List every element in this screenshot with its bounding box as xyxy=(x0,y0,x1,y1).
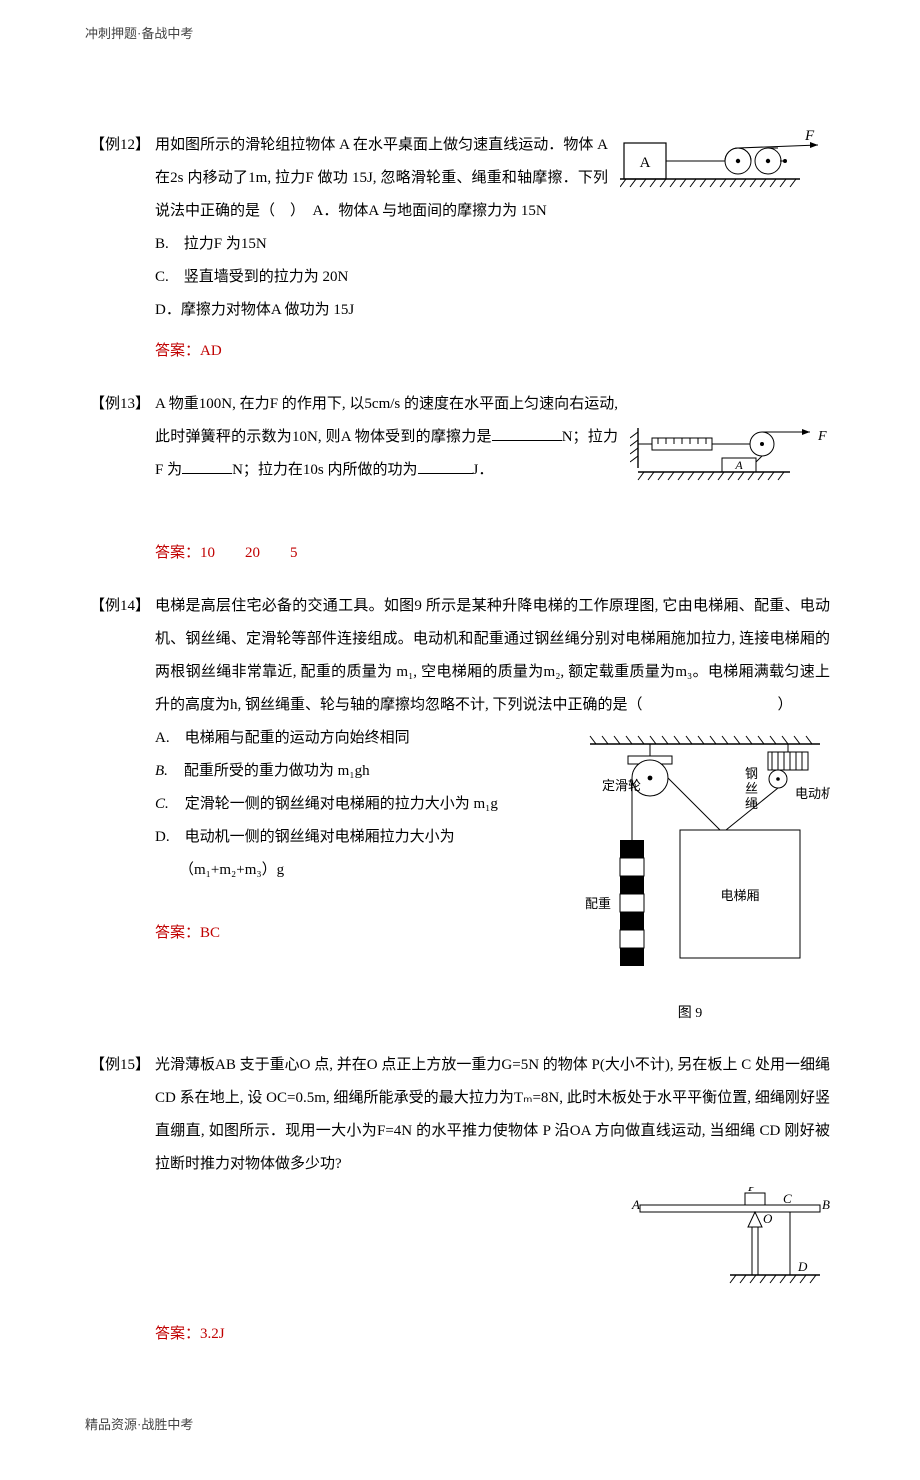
svg-text:配重: 配重 xyxy=(585,896,611,911)
svg-text:绳: 绳 xyxy=(745,796,758,811)
figure-ex15: P A C B O D xyxy=(630,1187,830,1310)
figure-ex14: 定滑轮 电动机 钢 丝 绳 xyxy=(550,722,830,1030)
ex14-answer: 答案：BC xyxy=(155,917,534,950)
svg-text:C: C xyxy=(783,1191,792,1206)
example-12: A F xyxy=(90,129,830,368)
counterweight-icon xyxy=(620,840,644,966)
example-14-label: 【例14】 xyxy=(90,590,155,623)
figure-ex14-caption: 图 9 xyxy=(550,999,830,1030)
ex12-option-b: B. 拉力F 为15N xyxy=(155,228,830,261)
example-12-stem: 用如图所示的滑轮组拉物体 A 在水平桌面上做匀速直线运动．物体 A 在2s 内移… xyxy=(155,129,608,228)
example-13-stem: A 物重100N, 在力F 的作用下, 以5cm/s 的速度在水平面上匀速向右运… xyxy=(155,388,618,487)
ex12-option-c: C. 竖直墙受到的拉力为 20N xyxy=(155,261,830,294)
svg-text:定滑轮: 定滑轮 xyxy=(602,778,641,793)
ex15-answer: 答案：3.2J xyxy=(155,1318,830,1351)
ex13-answer: 答案：10 20 5 xyxy=(155,537,830,570)
svg-text:D: D xyxy=(797,1259,808,1274)
svg-text:P: P xyxy=(747,1187,756,1194)
blank-1 xyxy=(492,424,562,441)
svg-text:A: A xyxy=(631,1197,640,1212)
svg-text:丝: 丝 xyxy=(745,781,758,796)
ex12-option-d: D．摩擦力对物体A 做功为 15J xyxy=(155,294,830,327)
svg-text:B: B xyxy=(822,1197,830,1212)
figure-ex13: A F xyxy=(630,428,830,501)
ex14-option-d: D. 电动机一侧的钢丝绳对电梯厢拉力大小为 xyxy=(155,821,534,854)
block-a-label: A xyxy=(640,155,651,171)
example-15: 【例15】 光滑薄板AB 支于重心O 点, 并在O 点正上方放一重力G=5N 的… xyxy=(90,1049,830,1351)
example-15-stem: 光滑薄板AB 支于重心O 点, 并在O 点正上方放一重力G=5N 的物体 P(大… xyxy=(155,1049,830,1181)
ex12-answer: 答案：AD xyxy=(155,335,830,368)
svg-text:A: A xyxy=(734,458,743,472)
page-header: 冲刺押题·备战中考 xyxy=(85,20,830,49)
svg-text:电动机: 电动机 xyxy=(795,786,830,801)
svg-text:F: F xyxy=(817,429,827,444)
figure-ex12: A F xyxy=(620,129,830,212)
ex14-option-c: C.定滑轮一侧的钢丝绳对电梯厢的拉力大小为 m₁g xyxy=(155,788,534,821)
example-14-stem: 电梯是高层住宅必备的交通工具。如图9 所示是某种升降电梯的工作原理图, 它由电梯… xyxy=(155,590,830,722)
svg-text:O: O xyxy=(763,1211,773,1226)
blank-3 xyxy=(418,457,473,474)
example-14: 【例14】 电梯是高层住宅必备的交通工具。如图9 所示是某种升降电梯的工作原理图… xyxy=(90,590,830,1030)
page-footer: 精品资源·战胜中考 xyxy=(85,1411,830,1440)
ex14-option-d2: （m₁+m₂+m₃）g xyxy=(179,854,534,887)
blank-2 xyxy=(182,457,232,474)
example-13-label: 【例13】 xyxy=(90,388,155,421)
example-13: A F 【例13】 A 物重100N, 在力F 的作用下, 以5cm/s 的速度… xyxy=(90,388,830,570)
svg-text:电梯厢: 电梯厢 xyxy=(720,888,759,903)
example-12-label: 【例12】 xyxy=(90,129,155,162)
svg-text:F: F xyxy=(804,129,815,144)
ex14-option-a: A. 电梯厢与配重的运动方向始终相同 xyxy=(155,722,534,755)
svg-text:钢: 钢 xyxy=(745,766,758,781)
example-15-label: 【例15】 xyxy=(90,1049,155,1082)
ex14-option-b: B.配重所受的重力做功为 m₁gh xyxy=(155,755,534,788)
